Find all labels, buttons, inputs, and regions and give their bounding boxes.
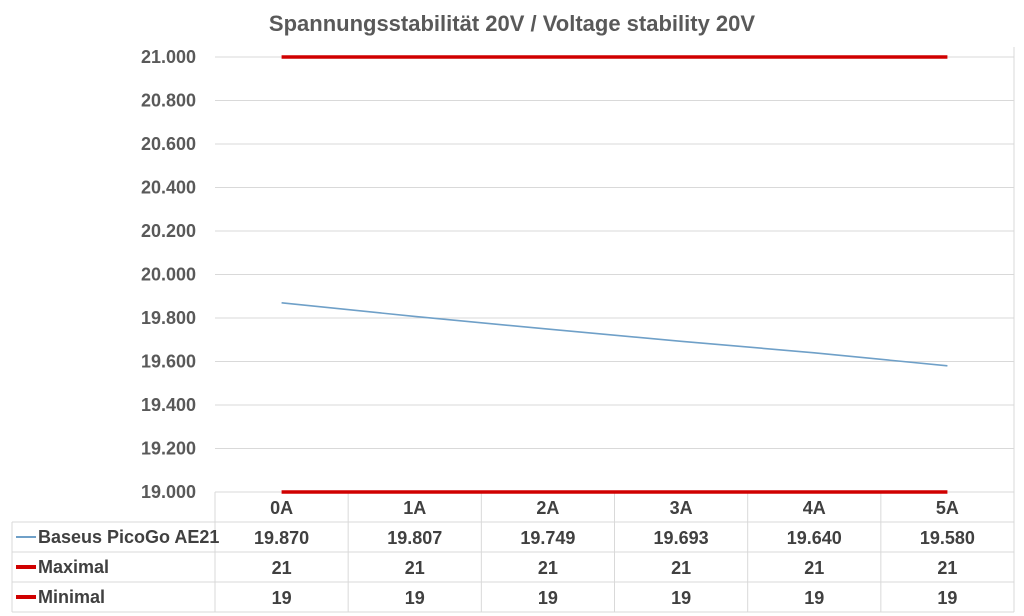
data-label: 19.749 [520, 528, 575, 548]
data-label: 21 [538, 558, 558, 578]
data-table: 0A 1A 2A 3A 4A 5A Baseus PicoGo AE21 19.870 19.8… [11, 492, 1015, 613]
data-label: 19.580 [920, 528, 975, 548]
y-tick-label: 20.200 [141, 221, 196, 241]
y-tick-label: 20.800 [141, 91, 196, 111]
data-label: 19.870 [254, 528, 309, 548]
data-label: 19.807 [387, 528, 442, 548]
data-label: 19.640 [787, 528, 842, 548]
series-line-baseus-picogo-ae21 [281, 301, 948, 367]
x-tick-label: 1A [403, 498, 426, 518]
data-label: 19.693 [654, 528, 709, 548]
legend-label: Maximal [38, 557, 109, 577]
x-tick-label: 0A [270, 498, 293, 518]
y-tick-label: 19.000 [141, 482, 196, 502]
y-tick-label: 20.600 [141, 134, 196, 154]
chart-title: Spannungsstabilität 20V / Voltage stabil… [269, 11, 755, 36]
data-label: 21 [405, 558, 425, 578]
data-label: 21 [671, 558, 691, 578]
data-label: 19 [804, 588, 824, 608]
gridlines [215, 47, 1015, 493]
legend-label: Minimal [38, 587, 105, 607]
y-tick-label: 19.800 [141, 308, 196, 328]
series-lines [281, 55, 948, 494]
legend-label: Baseus PicoGo AE21 [38, 527, 219, 547]
x-tick-label: 4A [803, 498, 826, 518]
data-label: 19 [671, 588, 691, 608]
data-label: 19 [405, 588, 425, 608]
y-tick-label: 19.200 [141, 439, 196, 459]
x-tick-label: 3A [670, 498, 693, 518]
data-label: 19 [937, 588, 957, 608]
y-axis-ticks: 19.000 19.200 19.400 19.600 19.800 20.000 20.2… [141, 47, 196, 502]
y-tick-label: 20.400 [141, 178, 196, 198]
y-tick-label: 19.400 [141, 395, 196, 415]
y-tick-label: 20.000 [141, 265, 196, 285]
data-label: 19 [272, 588, 292, 608]
data-label: 19 [538, 588, 558, 608]
data-label: 21 [937, 558, 957, 578]
y-tick-label: 21.000 [141, 47, 196, 67]
y-tick-label: 19.600 [141, 352, 196, 372]
x-tick-label: 5A [936, 498, 959, 518]
data-label: 21 [272, 558, 292, 578]
data-label: 21 [804, 558, 824, 578]
x-tick-label: 2A [536, 498, 559, 518]
